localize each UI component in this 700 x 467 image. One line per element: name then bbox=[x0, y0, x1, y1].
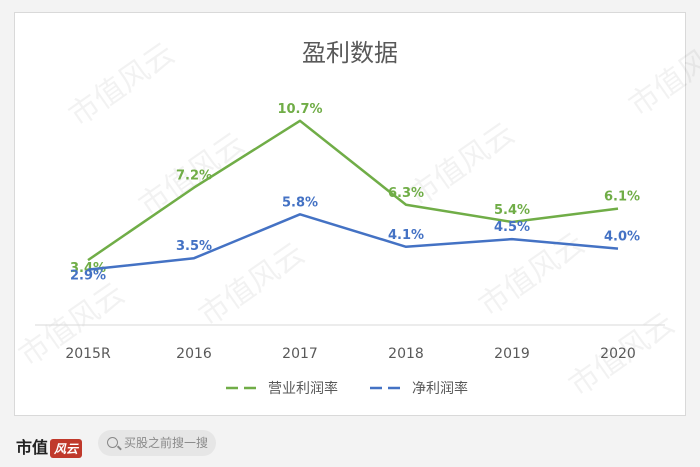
legend-label: 营业利润率 bbox=[268, 380, 338, 397]
line-chart: 2015R 2016 2017 2018 2019 20203.4%7.2%10.7%6.… bbox=[35, 102, 665, 397]
footer-bar: 市值 风云 买股之前搜一搜 bbox=[0, 422, 700, 467]
x-tick-label: 2017 bbox=[282, 346, 318, 362]
series-line bbox=[87, 119, 619, 262]
x-tick-label: 2015R bbox=[65, 346, 111, 362]
data-label: 5.4% bbox=[494, 203, 530, 218]
data-label: 3.5% bbox=[176, 239, 212, 254]
x-tick-label: 2019 bbox=[494, 346, 530, 362]
data-label: 7.2% bbox=[176, 169, 212, 184]
data-label: 4.5% bbox=[494, 220, 530, 235]
search-placeholder: 买股之前搜一搜 bbox=[124, 436, 209, 450]
brand-logo: 市值 风云 bbox=[16, 434, 83, 458]
brand-logo-badge: 风云 bbox=[50, 439, 83, 458]
data-label: 4.0% bbox=[604, 230, 640, 245]
search-input[interactable]: 买股之前搜一搜 bbox=[98, 430, 216, 456]
data-label: 5.8% bbox=[282, 195, 318, 210]
data-label: 4.1% bbox=[388, 228, 424, 243]
data-label: 6.3% bbox=[388, 186, 424, 201]
search-icon bbox=[107, 437, 118, 448]
data-label: 2.9% bbox=[70, 269, 106, 284]
data-label: 6.1% bbox=[604, 190, 640, 205]
x-tick-label: 2018 bbox=[388, 346, 424, 362]
data-label: 10.7% bbox=[277, 102, 322, 117]
chart-title: 盈利数据 bbox=[302, 39, 398, 67]
legend-label: 净利润率 bbox=[412, 380, 468, 397]
series-line bbox=[87, 213, 619, 271]
brand-name: 市值 bbox=[16, 438, 49, 457]
x-tick-label: 2020 bbox=[600, 346, 636, 362]
x-tick-label: 2016 bbox=[176, 346, 212, 362]
